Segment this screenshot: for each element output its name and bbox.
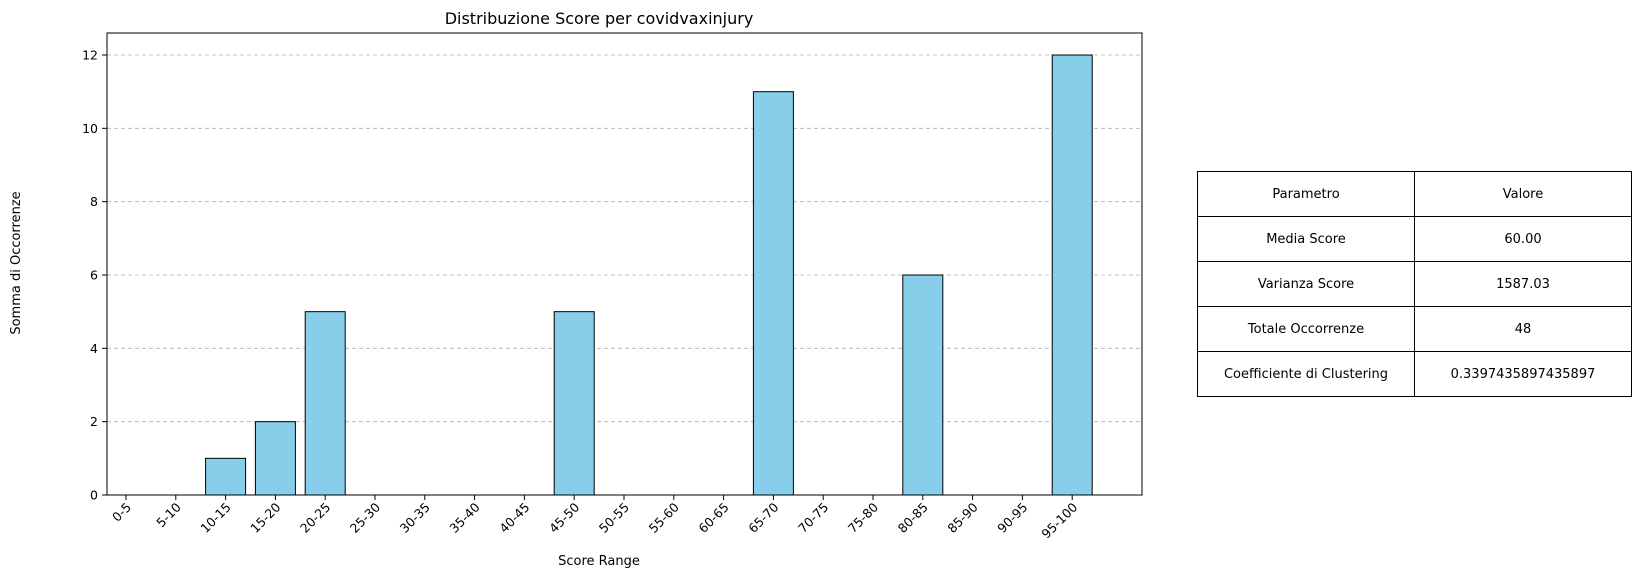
table-cell-parameter: Varianza Score bbox=[1197, 261, 1415, 307]
table-row: Varianza Score 1587.03 bbox=[1197, 261, 1632, 307]
x-tick-label: 10-15 bbox=[197, 500, 233, 536]
table-cell-parameter: Totale Occorrenze bbox=[1197, 306, 1415, 352]
x-tick-label: 65-70 bbox=[745, 499, 781, 535]
y-tick-label: 6 bbox=[90, 268, 98, 283]
table-cell-parameter: Coefficiente di Clustering bbox=[1197, 351, 1415, 397]
bar-20-25 bbox=[304, 311, 346, 496]
y-axis-label: Somma di Occorrenze bbox=[9, 191, 24, 334]
x-ticks: 0-5 5-10 10-15 15-20 20-25 25-30 30-35 35-40 40-… bbox=[109, 495, 1080, 541]
x-axis-label: Score Range bbox=[558, 554, 640, 569]
table-cell-value: 60.00 bbox=[1414, 216, 1632, 262]
bar-65-70 bbox=[752, 91, 794, 496]
x-tick-label: 5-10 bbox=[153, 499, 184, 530]
x-tick-label: 75-80 bbox=[845, 499, 881, 535]
x-tick-label: 95-100 bbox=[1038, 499, 1080, 541]
bar-15-20 bbox=[254, 421, 296, 496]
x-tick-label: 80-85 bbox=[895, 500, 931, 536]
table-cell-value: 1587.03 bbox=[1414, 261, 1632, 307]
stats-table: Parametro Valore Media Score 60.00 Varia… bbox=[1197, 171, 1632, 397]
bar-10-15 bbox=[205, 457, 247, 496]
y-tick-label: 4 bbox=[90, 341, 98, 356]
x-tick-label: 20-25 bbox=[297, 500, 333, 536]
x-tick-label: 25-30 bbox=[347, 499, 383, 535]
bar-95-100 bbox=[1051, 54, 1093, 496]
x-tick-label: 45-50 bbox=[546, 499, 582, 535]
x-tick-label: 15-20 bbox=[247, 499, 283, 535]
y-tick-label: 8 bbox=[90, 194, 98, 209]
table-header-cell: Valore bbox=[1414, 171, 1632, 217]
table-cell-value: 48 bbox=[1414, 306, 1632, 352]
bar-45-50 bbox=[553, 311, 595, 496]
bars bbox=[205, 54, 1093, 496]
x-tick-label: 30-35 bbox=[397, 500, 433, 536]
bar-80-85 bbox=[902, 274, 944, 496]
table-header-row: Parametro Valore bbox=[1197, 171, 1632, 217]
chart-title: Distribuzione Score per covidvaxinjury bbox=[445, 9, 754, 28]
y-tick-label: 0 bbox=[90, 488, 98, 503]
x-tick-label: 55-60 bbox=[646, 499, 682, 535]
table-cell-value: 0.3397435897435897 bbox=[1414, 351, 1632, 397]
table-cell-parameter: Media Score bbox=[1197, 216, 1415, 262]
table-header-cell: Parametro bbox=[1197, 171, 1415, 217]
table-row: Media Score 60.00 bbox=[1197, 216, 1632, 262]
table-row: Coefficiente di Clustering 0.33974358974… bbox=[1197, 351, 1632, 397]
x-tick-label: 85-90 bbox=[944, 499, 980, 535]
x-tick-label: 50-55 bbox=[596, 500, 632, 536]
x-tick-label: 35-40 bbox=[446, 499, 482, 535]
x-tick-label: 0-5 bbox=[109, 500, 134, 525]
x-tick-label: 60-65 bbox=[695, 500, 731, 536]
y-tick-label: 10 bbox=[82, 121, 98, 136]
x-tick-label: 70-75 bbox=[795, 500, 831, 536]
y-tick-label: 2 bbox=[90, 414, 98, 429]
table-row: Totale Occorrenze 48 bbox=[1197, 306, 1632, 352]
x-tick-label: 90-95 bbox=[994, 500, 1030, 536]
y-ticks: 0 2 4 6 8 10 12 bbox=[82, 48, 107, 503]
x-tick-label: 40-45 bbox=[496, 500, 532, 536]
y-tick-label: 12 bbox=[82, 48, 98, 63]
